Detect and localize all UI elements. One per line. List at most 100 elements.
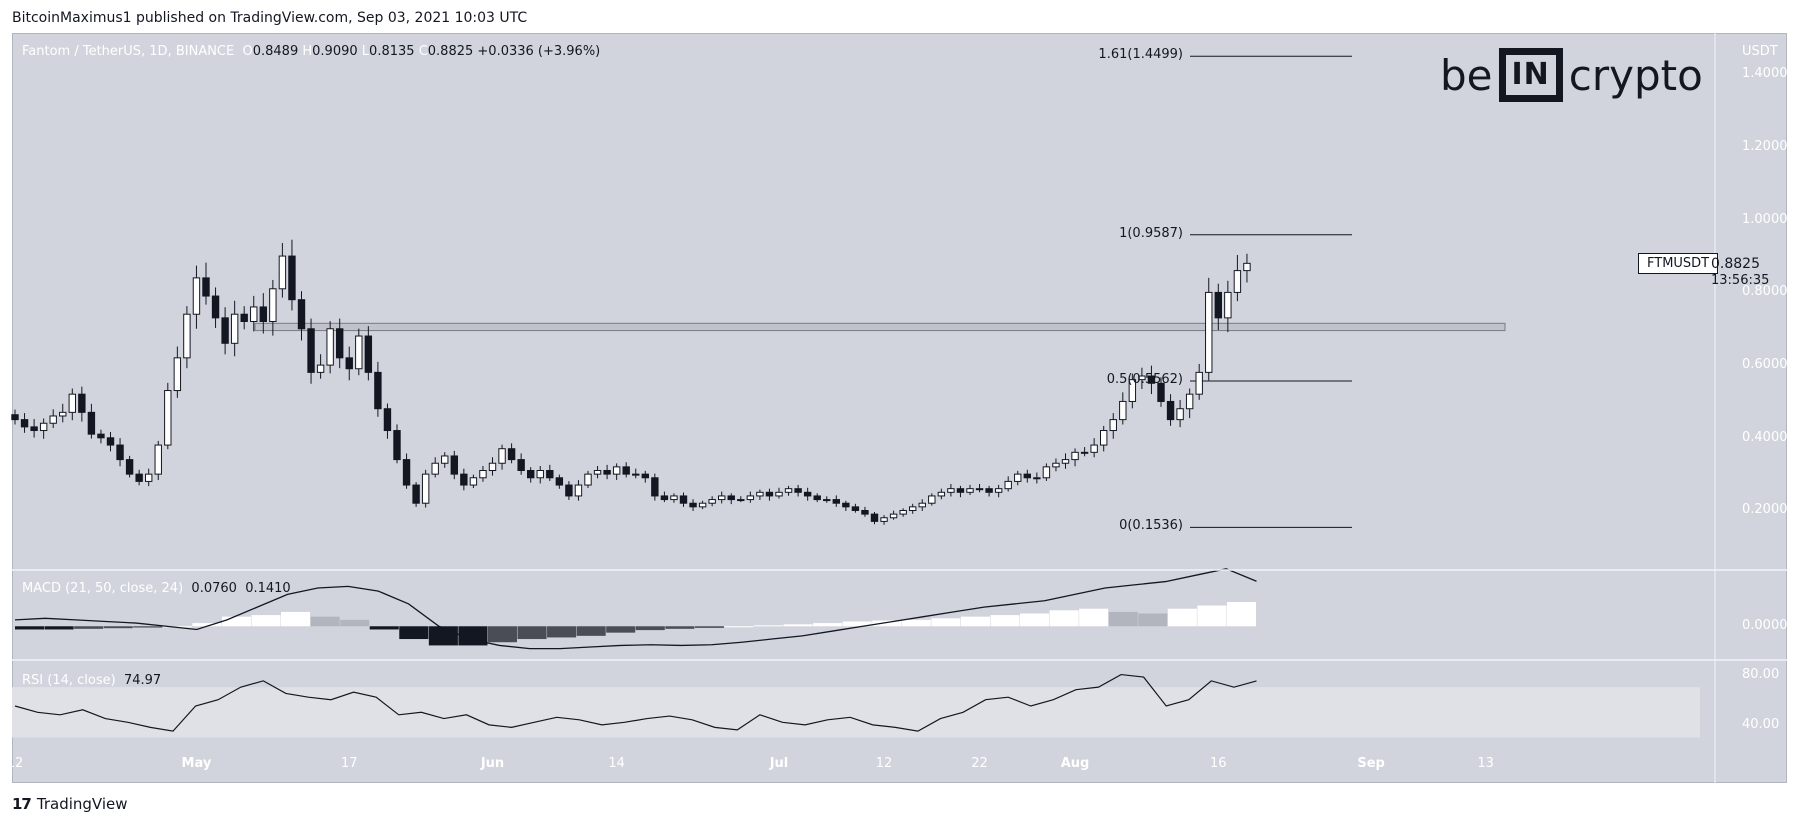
candle-up xyxy=(574,484,583,497)
legend-low: 0.8135 xyxy=(369,44,415,59)
candle-up xyxy=(431,462,439,475)
candle-down xyxy=(565,484,573,497)
x-tick: Aug xyxy=(1060,756,1090,771)
candle-down xyxy=(679,495,688,504)
candle-down xyxy=(307,328,315,373)
candle-up xyxy=(154,444,162,475)
candle-up xyxy=(250,306,258,322)
macd-hist-bar xyxy=(1197,605,1227,627)
x-tick: Sep xyxy=(1357,756,1385,771)
macd-hist-bar xyxy=(487,626,518,643)
candle-up xyxy=(536,470,544,479)
tradingview-footer[interactable]: 17 TradingView xyxy=(12,795,128,813)
x-tick: 16 xyxy=(1210,756,1227,771)
candle-up xyxy=(708,499,716,504)
macd-hist-bar xyxy=(192,623,222,627)
macd-hist-bar xyxy=(15,626,45,630)
y-tick: 1.0000 xyxy=(1742,211,1788,227)
macd-hist-bar xyxy=(1226,602,1256,627)
rsi-legend: RSI (14, close) 74.97 xyxy=(22,673,161,688)
candle-up xyxy=(1042,466,1051,479)
macd-value-1: 0.0760 xyxy=(191,581,237,596)
rsi-line xyxy=(14,673,1257,732)
macd-hist-bar xyxy=(576,626,606,636)
macd-line xyxy=(14,568,1257,650)
candle-up xyxy=(1014,473,1022,482)
candle-up xyxy=(1052,462,1060,468)
rsi-pane xyxy=(14,673,1257,732)
candle-down xyxy=(546,470,554,479)
logo-crypto: crypto xyxy=(1568,50,1703,100)
candle-down xyxy=(78,393,86,413)
candle-down xyxy=(985,488,993,493)
candle-up xyxy=(164,390,172,446)
legend-l-label: L xyxy=(361,44,370,59)
macd-hist-bar xyxy=(990,615,1020,627)
legend-open: 0.8489 xyxy=(252,44,299,59)
y-axis-unit: USDT xyxy=(1742,44,1778,59)
candle-down xyxy=(1023,473,1031,479)
candles xyxy=(11,239,1251,525)
candle-down xyxy=(765,491,774,497)
macd-hist-bar xyxy=(340,619,370,627)
legend-o-label: O xyxy=(242,44,253,59)
candle-up xyxy=(1109,419,1117,432)
candle-down xyxy=(1147,375,1156,384)
candle-up xyxy=(718,495,726,501)
support-zone xyxy=(254,322,1506,332)
x-tick: 17 xyxy=(340,756,358,771)
candle-down xyxy=(288,255,296,301)
legend-high: 0.9090 xyxy=(312,44,358,59)
candle-up xyxy=(1233,270,1242,293)
candle-down xyxy=(689,502,697,508)
macd-hist-bar xyxy=(428,626,458,646)
candle-down xyxy=(116,444,124,461)
candle-down xyxy=(135,473,143,482)
rsi-label: RSI (14, close) xyxy=(22,673,116,688)
candle-down xyxy=(507,448,516,461)
macd-hist-bar xyxy=(310,616,340,627)
candle-down xyxy=(393,430,401,461)
candle-up xyxy=(756,491,764,497)
x-tick: 12 xyxy=(6,756,24,771)
macd-hist-bar xyxy=(221,616,251,627)
candle-up xyxy=(1128,379,1137,402)
y-tick: 0.4000 xyxy=(1742,429,1788,445)
rsi-y-tick: 80.00 xyxy=(1742,666,1780,682)
candle-up xyxy=(326,328,334,366)
x-tick: 22 xyxy=(971,756,988,771)
candle-up xyxy=(937,491,946,497)
macd-hist-bar xyxy=(517,626,547,640)
candle-up xyxy=(269,288,277,322)
candle-down xyxy=(221,317,229,344)
macd-hist-bar xyxy=(1167,608,1197,627)
macd-hist-bar xyxy=(1020,613,1050,627)
candle-down xyxy=(87,411,96,435)
price-legend: Fantom / TetherUS, 1D, BINANCE O0.8489 H… xyxy=(22,44,600,59)
candle-up xyxy=(488,462,497,472)
logo-be: be xyxy=(1440,50,1493,100)
candle-down xyxy=(956,488,965,493)
candle-up xyxy=(947,488,955,493)
candle-down xyxy=(861,509,869,515)
candle-up xyxy=(593,470,602,475)
candle-up xyxy=(1195,371,1203,395)
candle-up xyxy=(1224,291,1232,319)
candle-down xyxy=(622,466,630,475)
candle-down xyxy=(364,335,373,373)
legend-close: 0.8825 xyxy=(427,44,474,59)
candle-up xyxy=(670,495,678,501)
macd-hist-bar xyxy=(724,626,754,628)
macd-label: MACD (21, 50, close, 24) xyxy=(22,581,184,596)
candle-up xyxy=(918,502,926,508)
candle-up xyxy=(1033,477,1041,480)
candle-down xyxy=(211,295,220,319)
candle-up xyxy=(1205,291,1213,373)
candle-up xyxy=(880,517,888,522)
candle-down xyxy=(727,495,735,501)
legend-change: +0.0336 (+3.96%) xyxy=(477,44,601,59)
candle-down xyxy=(450,455,459,475)
candle-up xyxy=(1071,451,1079,461)
bar-countdown: 13:56:35 xyxy=(1711,273,1770,288)
symbol-tag: FTMUSDT xyxy=(1638,253,1719,274)
